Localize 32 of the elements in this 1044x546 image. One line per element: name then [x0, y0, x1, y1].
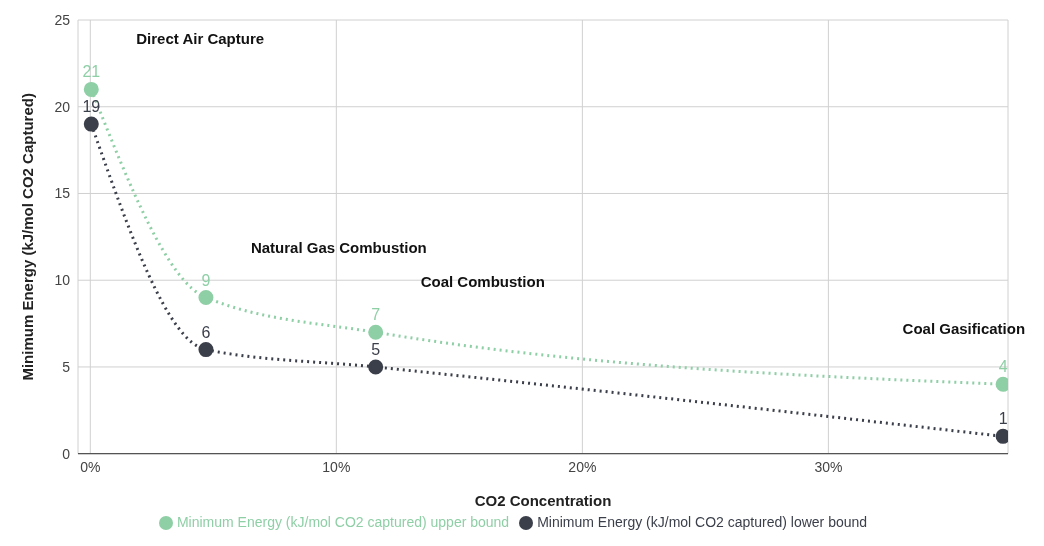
data-label: 1 [998, 410, 1008, 428]
y-tick-label: 5 [62, 358, 71, 375]
point [83, 116, 99, 132]
data-label: 4 [998, 358, 1008, 376]
annotation: Direct Air Capture [136, 30, 265, 48]
x-tick-label: 30% [814, 458, 843, 475]
data-label: 5 [371, 340, 381, 358]
data-label: 9 [201, 271, 211, 289]
annotation: Natural Gas Combustion [250, 238, 427, 256]
y-tick-label: 0 [62, 445, 71, 462]
x-tick-label: 10% [322, 458, 351, 475]
data-label: 7 [371, 306, 381, 324]
data-label: 6 [201, 323, 211, 341]
point [198, 290, 214, 306]
x-tick-label: 20% [568, 458, 597, 475]
y-tick-label: 15 [54, 185, 71, 202]
y-tick-label: 20 [54, 98, 71, 115]
annotation: Coal Gasification [902, 320, 1026, 338]
data-label: 21 [82, 63, 101, 81]
y-tick-label: 25 [54, 11, 71, 28]
legend-label: Minimum Energy (kJ/mol CO2 captured) upper bound [176, 513, 510, 530]
point [368, 324, 384, 340]
y-axis-title: Minimum Energy (kJ/mol CO2 Captured) [19, 93, 37, 381]
legend-label: Minimum Energy (kJ/mol CO2 captured) lower bound [537, 513, 868, 530]
y-tick-label: 10 [54, 272, 71, 289]
point [198, 342, 214, 358]
point [368, 359, 384, 375]
data-label: 19 [82, 98, 101, 116]
point [83, 81, 99, 97]
x-axis-title: CO2 Concentration [474, 491, 612, 509]
x-tick-label: 0% [80, 458, 101, 475]
annotation: Coal Combustion [420, 273, 545, 291]
